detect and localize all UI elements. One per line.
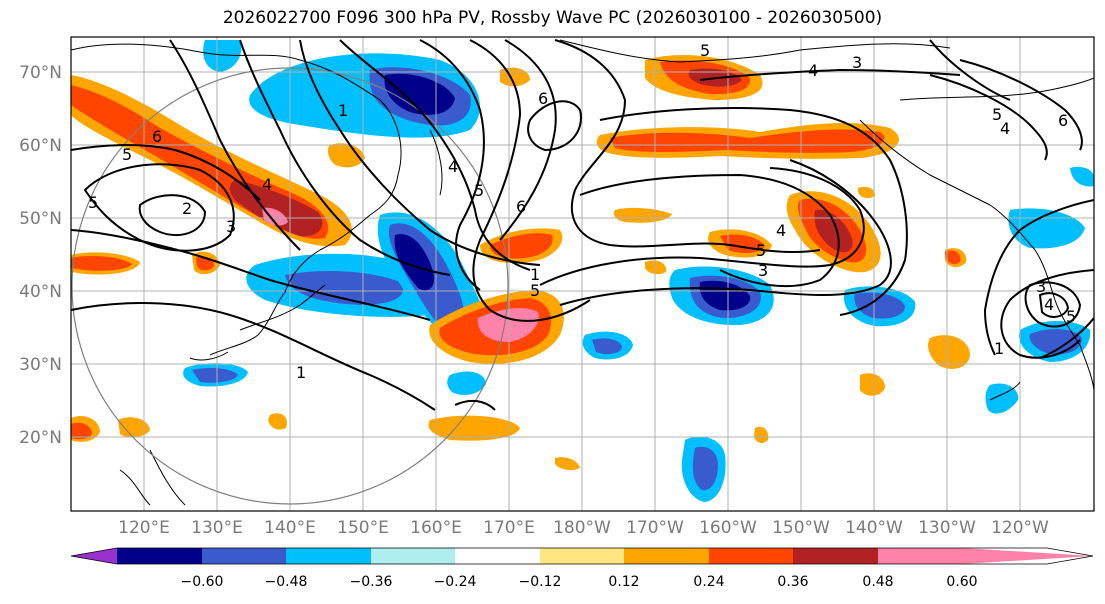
colorbar-upper-extend bbox=[962, 548, 1093, 564]
colorbar-tick-label: −0.12 bbox=[519, 574, 562, 590]
projection-circle bbox=[71, 67, 509, 505]
map-frame bbox=[70, 36, 1095, 512]
contour-label: 4 bbox=[776, 221, 786, 240]
colorbar-tick-label: 0.12 bbox=[608, 574, 639, 590]
lon-label: 130°E bbox=[191, 518, 243, 538]
contour-label: 5 bbox=[122, 145, 132, 164]
contour-label: 4 bbox=[1044, 295, 1054, 314]
colorbar-swatch bbox=[709, 548, 793, 564]
lon-label: 130°W bbox=[918, 518, 976, 538]
colorbar-swatch bbox=[117, 548, 202, 564]
lon-label: 160°E bbox=[410, 518, 462, 538]
colorbar-swatch bbox=[202, 548, 286, 564]
colorbar-ticks: −0.60 −0.48 −0.36 −0.24 −0.12 0.12 0.24 … bbox=[181, 574, 978, 590]
contour-label: 5 bbox=[530, 281, 540, 300]
contour-label: 5 bbox=[756, 241, 766, 260]
colorbar-tick-label: 0.36 bbox=[777, 574, 808, 590]
contour-label: 4 bbox=[262, 175, 272, 194]
lon-label: 140°W bbox=[845, 518, 903, 538]
lat-label: 60°N bbox=[19, 136, 62, 156]
map-title: 2026022700 F096 300 hPa PV, Rossby Wave … bbox=[222, 8, 883, 28]
colorbar-tick-label: 0.60 bbox=[946, 574, 977, 590]
colorbar-tick-label: 0.24 bbox=[693, 574, 724, 590]
lon-label: 160°W bbox=[699, 518, 757, 538]
contour-label: 4 bbox=[448, 157, 458, 176]
pv-anomaly-shading bbox=[71, 40, 1094, 502]
contour-label: 3 bbox=[226, 217, 236, 236]
lat-label: 50°N bbox=[19, 209, 62, 229]
contour-label: 6 bbox=[516, 197, 526, 216]
colorbar-swatch bbox=[624, 548, 709, 564]
contour-label-group: 6 5 1 2 3 4 1 5 4 6 5 1 6 5 4 5 4 3 3 5 … bbox=[88, 41, 1076, 382]
contour-label: 6 bbox=[538, 89, 548, 108]
colorbar-swatch bbox=[286, 548, 371, 564]
longitude-labels: 120°E 130°E 140°E 150°E 160°E 170°E 180°… bbox=[118, 518, 1049, 538]
lat-label: 70°N bbox=[19, 63, 62, 83]
contour-label: 4 bbox=[808, 61, 818, 80]
graticule bbox=[71, 37, 1094, 511]
lat-label: 40°N bbox=[19, 282, 62, 302]
contour-label: 1 bbox=[994, 339, 1004, 358]
colorbar-swatch bbox=[455, 548, 540, 564]
contour-label: 1 bbox=[530, 265, 540, 284]
lat-label: 20°N bbox=[19, 428, 62, 448]
lon-label: 170°W bbox=[626, 518, 684, 538]
contour-label: 4 bbox=[1000, 119, 1010, 138]
lon-label: 120°W bbox=[991, 518, 1049, 538]
map-area: 6 5 1 2 3 4 1 5 4 6 5 1 6 5 4 5 4 3 3 5 … bbox=[71, 37, 1094, 511]
colorbar-swatch bbox=[793, 548, 878, 564]
contour-label: 5 bbox=[1066, 307, 1076, 326]
contour-label: 1 bbox=[296, 363, 306, 382]
colorbar-outline bbox=[70, 547, 1094, 565]
contour-label: 6 bbox=[1058, 111, 1068, 130]
latitude-labels: 70°N 60°N 50°N 40°N 30°N 20°N bbox=[19, 63, 62, 448]
colorbar-swatch bbox=[540, 548, 624, 564]
colorbar: −0.60 −0.48 −0.36 −0.24 −0.12 0.12 0.24 … bbox=[70, 547, 1094, 590]
contour-label: 6 bbox=[152, 127, 162, 146]
colorbar-tick-label: −0.36 bbox=[350, 574, 393, 590]
coastlines bbox=[71, 39, 1094, 506]
contour-label: 2 bbox=[182, 199, 192, 218]
lat-label: 30°N bbox=[19, 355, 62, 375]
contour-label: 3 bbox=[1036, 277, 1046, 296]
colorbar-swatch bbox=[878, 548, 962, 564]
contour-label: 5 bbox=[992, 105, 1002, 124]
contour-label: 5 bbox=[88, 193, 98, 212]
lon-label: 120°E bbox=[118, 518, 170, 538]
contour-lines bbox=[71, 39, 1094, 411]
colorbar-tick-label: −0.24 bbox=[434, 574, 477, 590]
colorbar-lower-extend bbox=[71, 548, 117, 564]
lon-label: 150°E bbox=[337, 518, 389, 538]
lon-label: 180°W bbox=[553, 518, 611, 538]
colorbar-tick-label: 0.48 bbox=[862, 574, 893, 590]
contour-label: 5 bbox=[474, 181, 484, 200]
colorbar-swatch bbox=[371, 548, 455, 564]
contour-label: 1 bbox=[338, 101, 348, 120]
colorbar-tick-label: −0.60 bbox=[181, 574, 224, 590]
colorbar-tick-label: −0.48 bbox=[265, 574, 308, 590]
lon-label: 170°E bbox=[483, 518, 535, 538]
contour-label: 3 bbox=[852, 53, 862, 72]
lon-label: 150°W bbox=[772, 518, 830, 538]
contour-label: 3 bbox=[758, 261, 768, 280]
lon-label: 140°E bbox=[264, 518, 316, 538]
contour-label: 5 bbox=[700, 41, 710, 60]
